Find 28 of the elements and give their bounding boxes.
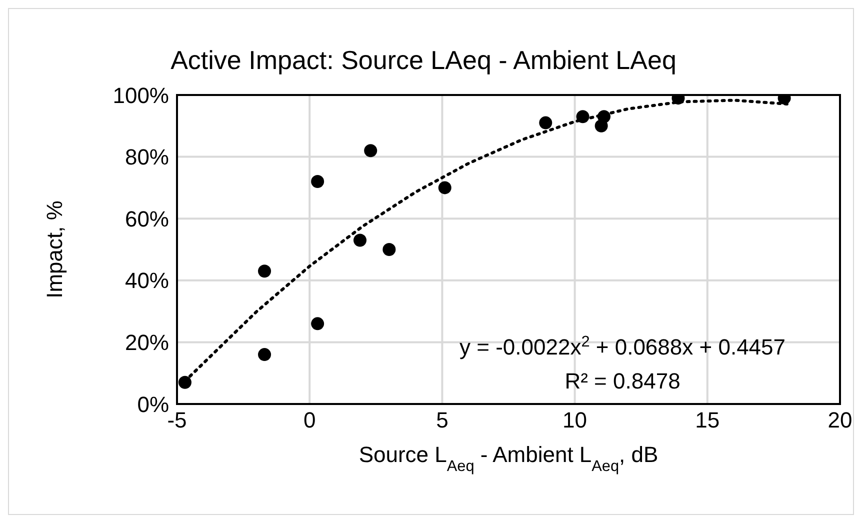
y-tick-label: 60% (124, 206, 169, 232)
y-tick-label: 40% (124, 268, 169, 294)
point (438, 181, 452, 194)
point (594, 119, 608, 132)
x-axis-title: Source L$_{Aeq}$ - Ambient L$_{Aeq}$, dB (358, 442, 658, 474)
chart-title: Active Impact: Source LAeq - Ambient LAeq (170, 45, 676, 75)
point (311, 175, 324, 188)
point (178, 376, 192, 389)
x-tick-label: 10 (562, 408, 588, 433)
y-tick-label: 0% (137, 392, 169, 417)
point (382, 243, 396, 256)
x-tick-label: 20 (828, 408, 852, 433)
x-tick-label: -5 (167, 408, 187, 433)
annotation: y = -0.0022x$^{2}$ + 0.0688x + 0.4457 (460, 333, 786, 360)
point (258, 264, 272, 278)
point (539, 116, 552, 130)
y-tick-label: 80% (124, 144, 169, 170)
point (311, 317, 324, 330)
point (258, 348, 272, 362)
x-tick-label: 15 (695, 408, 720, 433)
y-axis-title: Impact, % (42, 200, 67, 298)
y-tick-label: 100% (112, 82, 169, 108)
point (353, 234, 366, 247)
x-tick-label: 0 (303, 408, 316, 433)
x-tick-label: 5 (436, 408, 448, 433)
annotation: R² = 0.8478 (564, 368, 680, 394)
point (364, 144, 378, 158)
y-tick-label: 20% (124, 330, 169, 356)
